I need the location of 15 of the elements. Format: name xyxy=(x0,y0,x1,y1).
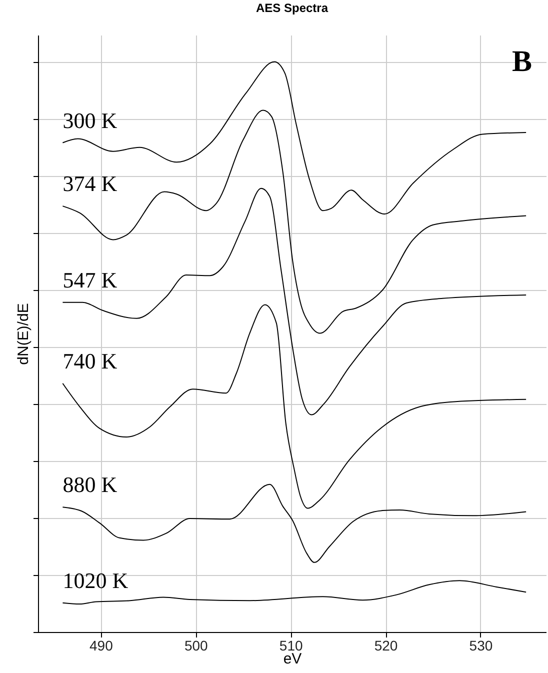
legend-label: 374 K xyxy=(62,171,118,196)
x-tick-label: 530 xyxy=(469,638,493,654)
annotation: B xyxy=(512,45,532,78)
chart-title: AES Spectra xyxy=(256,1,328,15)
x-tick-label: 490 xyxy=(89,638,114,654)
x-tick-label: 500 xyxy=(184,638,208,654)
legend-label: 547 K xyxy=(62,267,118,292)
x-axis-title: eV xyxy=(283,650,302,668)
legend-label: 1020 K xyxy=(62,568,128,593)
series-label: 880 K xyxy=(62,472,118,498)
legend-label: 740 K xyxy=(62,348,118,374)
y-axis-title: dN(E)/dE xyxy=(15,303,32,365)
x-tick-label: 520 xyxy=(374,638,398,654)
x-tick-label: 510 xyxy=(279,638,303,654)
legend-label: 300 K xyxy=(62,108,118,133)
